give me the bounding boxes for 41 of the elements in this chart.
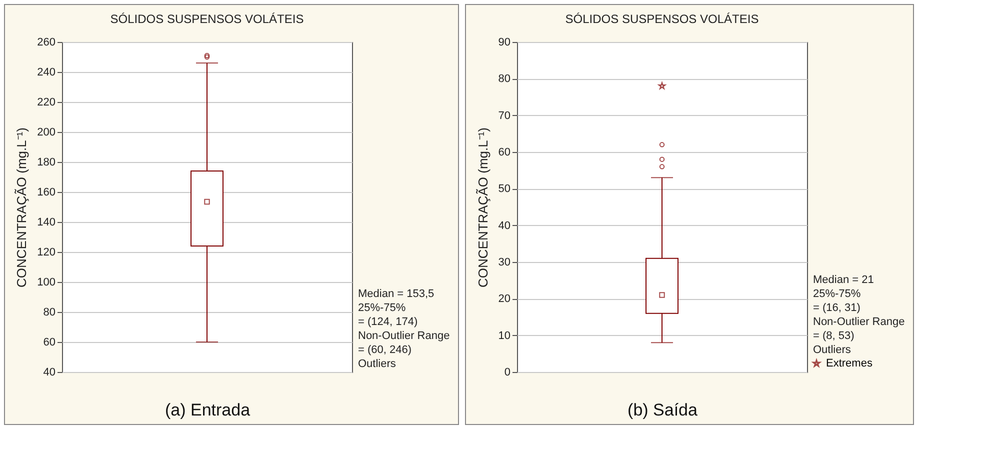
y-tick-label: 40 [43, 366, 56, 378]
text: = (60, 246) [358, 344, 412, 356]
y-tick-label: 70 [498, 110, 510, 122]
y-tick-label: 90 [498, 36, 510, 48]
text: = (16, 31) [813, 302, 860, 314]
y-tick-label: 20 [498, 293, 510, 306]
y-tick-label: 80 [43, 306, 56, 318]
text: Outliers [813, 344, 852, 356]
legend-label: Extremes [826, 358, 873, 370]
text: Median = 21 [813, 274, 874, 286]
text: Median = 153,5 [358, 288, 434, 300]
y-tick-label: 140 [37, 216, 56, 228]
text: Outliers [358, 358, 396, 370]
x-axis-title: (b) Saída [628, 400, 698, 420]
text: Non-Outlier Range [358, 330, 450, 342]
y-tick-label: 120 [37, 246, 56, 258]
y-tick-label: 100 [37, 276, 56, 288]
y-tick-label: 80 [498, 73, 510, 86]
y-tick-label: 220 [37, 96, 56, 108]
y-tick-label: 60 [498, 146, 510, 158]
y-tick-label: 40 [498, 220, 510, 232]
y-tick-label: 200 [37, 126, 56, 138]
y-tick-label: 50 [498, 183, 510, 196]
y-tick-label: 180 [37, 156, 56, 168]
text: 25%-75% [358, 302, 406, 314]
x-axis-title: (a) Entrada [164, 400, 251, 420]
y-tick-label: 0 [504, 366, 510, 378]
text: 25%-75% [813, 288, 861, 300]
y-tick-label: 240 [37, 66, 56, 78]
y-tick-label: 60 [43, 336, 56, 348]
y-axis-title: CONCENTRAÇÃO (mg.L⁻¹) [14, 127, 30, 288]
y-tick-label: 160 [37, 186, 56, 198]
text: = (8, 53) [813, 330, 854, 342]
y-axis-title: CONCENTRAÇÃO (mg.L⁻¹) [475, 127, 490, 288]
y-tick-label: 10 [498, 330, 510, 342]
chart-title: SÓLIDOS SUSPENSOS VOLÁTEIS [565, 12, 759, 26]
text: = (124, 174) [358, 316, 418, 328]
y-tick-label: 260 [37, 36, 56, 48]
y-tick-label: 30 [498, 256, 510, 268]
text: Non-Outlier Range [813, 316, 905, 328]
chart-title: SÓLIDOS SUSPENSOS VOLÁTEIS [110, 12, 304, 26]
